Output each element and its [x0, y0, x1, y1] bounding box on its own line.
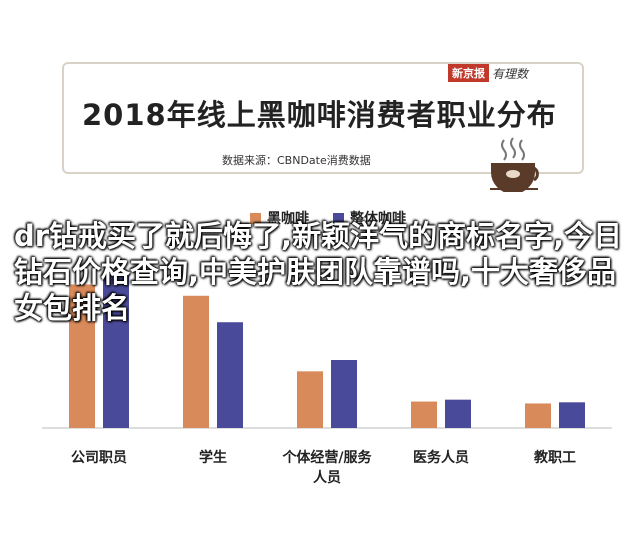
logo-text: 新京报	[448, 64, 489, 82]
data-source: 数据来源：CBNDate消费数据	[222, 154, 371, 167]
bar-all-coffee-2	[331, 360, 357, 428]
legend-item: 黑咖啡	[250, 208, 309, 228]
overlay-caption: dr钻戒买了就后悔了,新颖洋气的商标名字,今日钻石价格查询,中美护肤团队靠谱吗,…	[14, 219, 623, 325]
bar-black-coffee-1	[183, 295, 209, 428]
bar-black-coffee-2	[297, 371, 323, 428]
category-label-1: 学生	[199, 449, 227, 466]
legend-swatch-1	[333, 212, 344, 224]
coffee-cup-icon	[490, 137, 539, 192]
chart-legend: 黑咖啡 整体咖啡	[250, 208, 406, 228]
bar-all-coffee-3	[445, 399, 471, 428]
legend-swatch-0	[250, 212, 261, 224]
logo-script: 有理数	[492, 66, 529, 81]
legend-item: 整体咖啡	[333, 208, 406, 228]
header-card	[62, 62, 584, 174]
bar-all-coffee-1	[217, 322, 243, 428]
legend-label-0: 黑咖啡	[267, 211, 309, 227]
category-label-0: 公司职员	[71, 450, 127, 466]
category-label-2: 个体经营/服务	[281, 449, 372, 466]
bar-all-coffee-4	[559, 402, 585, 428]
bar-black-coffee-3	[411, 401, 437, 428]
category-label-2: 人员	[313, 469, 341, 486]
category-label-3: 医务人员	[413, 449, 469, 466]
chart-title: 2018年线上黑咖啡消费者职业分布	[82, 98, 557, 132]
legend-label-1: 整体咖啡	[350, 211, 406, 227]
bar-all-coffee-0	[103, 273, 129, 428]
bar-black-coffee-4	[525, 403, 551, 428]
category-label-4: 教职工	[534, 449, 576, 466]
publisher-logo: 新京报 有理数	[448, 64, 528, 82]
bar-black-coffee-0	[69, 284, 95, 428]
